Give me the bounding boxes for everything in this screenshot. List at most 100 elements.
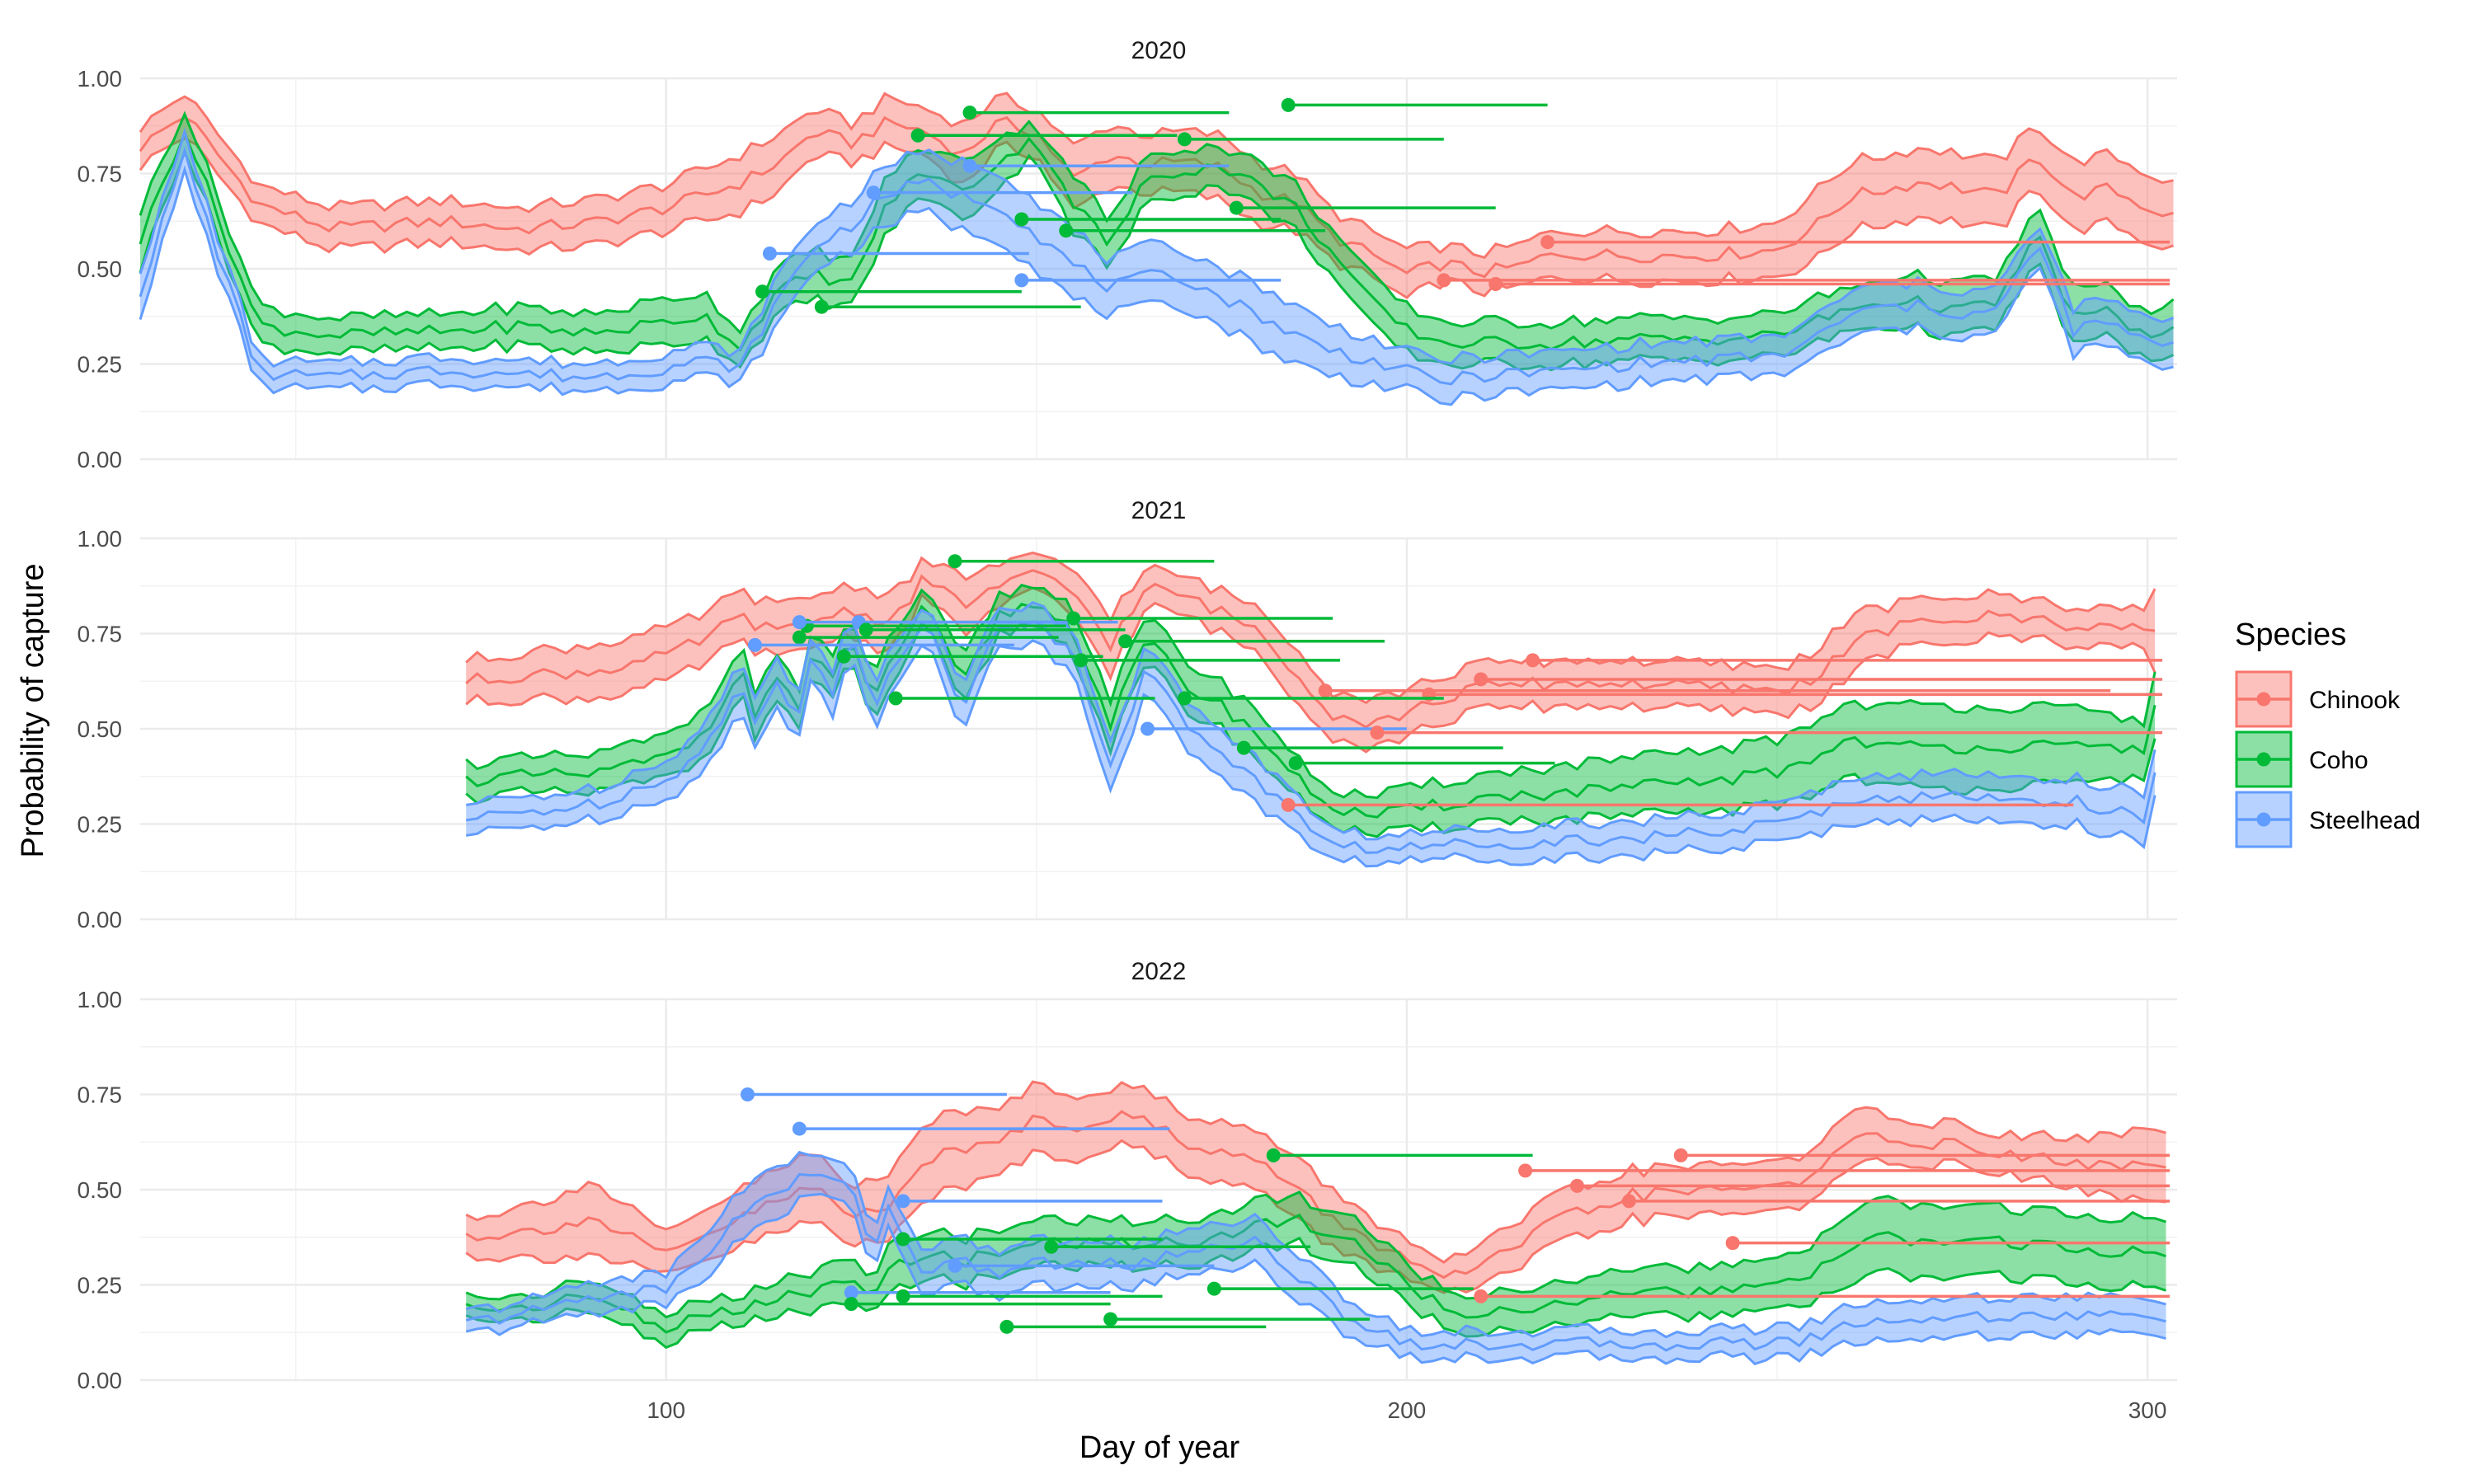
point-coho xyxy=(1103,1312,1118,1327)
point-coho xyxy=(888,691,903,706)
panel-title: 2022 xyxy=(1131,958,1187,985)
point-steelhead xyxy=(792,615,807,630)
estimate-line xyxy=(465,569,2156,729)
ribbon-fill xyxy=(466,602,2156,866)
point-steelhead xyxy=(962,158,977,173)
point-steelhead xyxy=(792,1121,807,1136)
point-steelhead xyxy=(1141,721,1155,736)
x-tick-label: 200 xyxy=(1388,1397,1427,1423)
ribbon-fill xyxy=(466,585,2156,837)
y-tick-label: 0.00 xyxy=(78,447,123,472)
point-coho xyxy=(1074,653,1089,668)
point-coho xyxy=(792,630,807,645)
ribbon-upper-line xyxy=(465,584,2157,800)
ribbon-fill xyxy=(466,1082,2166,1293)
point-chinook xyxy=(1725,1236,1740,1251)
ribbon-upper-line xyxy=(139,110,2175,335)
legend-key-point xyxy=(2256,812,2271,827)
point-steelhead xyxy=(866,186,881,200)
point-chinook xyxy=(1526,653,1540,668)
estimate-line xyxy=(139,146,2174,386)
point-chinook xyxy=(1474,1289,1489,1303)
y-tick-label: 0.75 xyxy=(78,162,123,187)
ribbon-upper-line xyxy=(465,1190,2166,1319)
legend-items: Chinook Coho Steelhead xyxy=(2235,670,2420,848)
panel-2022: 2022 0.00 0.25 0.50 0.75 1.00 xyxy=(78,958,2177,1393)
point-chinook xyxy=(1437,273,1451,288)
y-tick-label: 0.00 xyxy=(78,907,123,932)
legend-label: Chinook xyxy=(2309,687,2401,714)
point-steelhead xyxy=(948,1258,962,1273)
point-coho xyxy=(755,284,769,299)
band-steelhead xyxy=(465,601,2157,868)
estimate-line xyxy=(465,1110,2166,1280)
band-chinook xyxy=(139,92,2174,299)
point-chinook xyxy=(1370,726,1385,740)
ribbon-lower-line xyxy=(465,1139,2166,1294)
ribbon-fill xyxy=(466,1152,2166,1364)
estimate-line xyxy=(465,1172,2166,1352)
panel-title: 2020 xyxy=(1131,37,1187,64)
estimate-line xyxy=(139,129,2175,352)
y-tick-label: 0.50 xyxy=(78,256,123,282)
point-steelhead xyxy=(1014,273,1029,288)
ribbon-upper-line xyxy=(139,127,2175,369)
band-coho xyxy=(465,584,2157,838)
point-coho xyxy=(1059,223,1074,238)
point-coho xyxy=(1044,1239,1059,1254)
y-tick-label: 0.00 xyxy=(78,1368,123,1393)
x-axis-title: Day of year xyxy=(1079,1430,1240,1465)
estimate-line xyxy=(139,115,2174,279)
ribbon-upper-line xyxy=(465,1150,2166,1339)
ribbon-lower-line xyxy=(465,639,2157,868)
point-coho xyxy=(948,554,962,569)
legend-item-coho: Coho xyxy=(2235,730,2368,788)
ribbon-lower-line xyxy=(139,165,2174,406)
y-tick-label: 0.75 xyxy=(78,622,123,647)
ribbon-lower-line xyxy=(139,148,2175,372)
y-axis-title: Probability of capture xyxy=(16,564,50,858)
panel-2020: 2020 0.00 0.25 0.50 0.75 1.00 xyxy=(78,37,2177,472)
estimate-line xyxy=(465,603,2157,819)
gridlines xyxy=(140,998,2177,1382)
point-chinook xyxy=(1673,1148,1688,1162)
panel-2021: 2021 0.00 0.25 0.50 0.75 1.00 xyxy=(78,497,2177,932)
ribbon-lower-line xyxy=(465,1192,2166,1366)
point-coho xyxy=(836,649,851,664)
x-tick-label: 300 xyxy=(2128,1397,2167,1423)
point-coho xyxy=(858,622,873,637)
point-coho xyxy=(1177,132,1192,147)
point-chinook xyxy=(1318,683,1333,698)
y-tick-label: 0.25 xyxy=(78,812,123,838)
point-coho xyxy=(814,299,829,314)
x-axis: 100 200 300 xyxy=(647,1397,2166,1423)
point-coho xyxy=(1288,756,1303,771)
y-tick-label: 1.00 xyxy=(78,66,123,92)
point-coho xyxy=(896,1289,910,1303)
point-coho xyxy=(1206,1281,1221,1296)
y-tick-label: 0.50 xyxy=(78,1177,123,1203)
legend-label: Steelhead xyxy=(2309,807,2420,834)
point-coho xyxy=(1177,691,1192,706)
point-steelhead xyxy=(844,1285,858,1300)
point-chinook xyxy=(1621,1194,1636,1209)
point-coho xyxy=(1281,97,1296,112)
band-steelhead xyxy=(139,127,2175,406)
y-tick-label: 1.00 xyxy=(78,987,123,1012)
ribbon-fill xyxy=(140,131,2174,405)
point-steelhead xyxy=(762,247,777,261)
point-coho xyxy=(1266,1148,1281,1162)
point-coho xyxy=(962,106,977,120)
band-coho xyxy=(465,1190,2166,1350)
ribbon-lower-line xyxy=(465,1236,2166,1350)
point-chinook xyxy=(1518,1163,1533,1178)
legend: Species Chinook Coho Steelhead xyxy=(2235,618,2420,848)
legend-item-chinook: Chinook xyxy=(2235,670,2401,728)
point-coho xyxy=(1118,634,1133,649)
point-chinook xyxy=(1569,1178,1584,1193)
point-coho xyxy=(999,1319,1014,1334)
point-coho xyxy=(1229,200,1244,215)
facet-panels: 2020 0.00 0.25 0.50 0.75 1.00 2021 0.00 0.25 0.50… xyxy=(78,37,2177,1393)
gridlines xyxy=(140,77,2177,461)
